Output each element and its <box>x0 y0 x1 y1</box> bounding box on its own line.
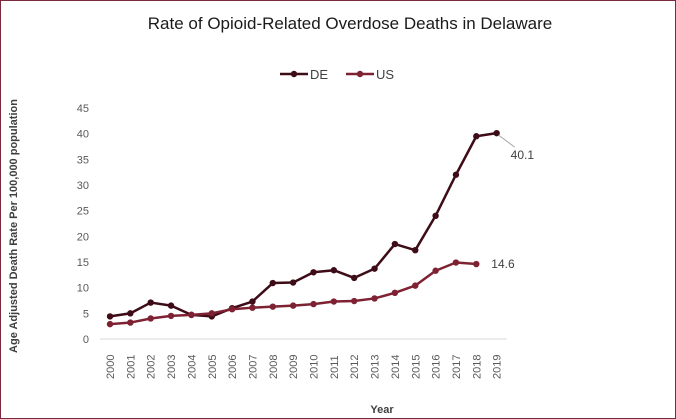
data-point-de <box>473 133 480 140</box>
x-tick-label: 2011 <box>329 355 341 379</box>
data-point-us <box>330 298 338 305</box>
x-tick-label: 2016 <box>431 355 443 379</box>
x-tick-label: 2019 <box>492 355 504 379</box>
data-point-de <box>249 298 256 305</box>
data-point-us <box>208 310 215 317</box>
x-tick-label: 2008 <box>268 355 280 379</box>
y-axis-label: Age Adjusted Death Rate Per 100,000 popu… <box>8 99 20 353</box>
data-point-de <box>167 302 175 309</box>
series-line-de <box>109 131 497 318</box>
x-tick-label: 2018 <box>471 355 483 379</box>
x-axis-label: Year <box>370 404 394 416</box>
data-point-us <box>432 267 439 274</box>
legend-marker-de <box>290 70 298 78</box>
end-label-us: 14.6 <box>491 257 515 271</box>
y-axis-ticks: 0 5 10 15 20 25 30 35 40 45 <box>77 103 89 346</box>
y-tick-label: 40 <box>77 129 89 141</box>
data-point-us <box>412 282 419 289</box>
x-tick-label: 2014 <box>390 355 402 379</box>
y-tick-label: 10 <box>77 283 89 295</box>
data-point-de <box>127 310 134 317</box>
data-point-de <box>269 279 276 287</box>
data-point-us <box>127 319 134 326</box>
data-point-us <box>228 306 236 313</box>
data-point-de <box>432 212 439 219</box>
data-point-de <box>452 171 460 178</box>
legend-label-us: US <box>376 67 394 82</box>
end-label-de: 40.1 <box>511 148 535 162</box>
data-point-de <box>147 299 154 306</box>
chart-title: Rate of Opioid-Related Overdose Deaths i… <box>148 14 552 33</box>
series-line-us <box>109 261 477 326</box>
data-point-us <box>473 260 480 268</box>
y-tick-label: 5 <box>83 308 89 320</box>
data-point-de <box>351 274 358 282</box>
series-group <box>106 129 500 328</box>
x-tick-label: 2009 <box>288 355 300 379</box>
x-tick-label: 2006 <box>227 355 239 379</box>
x-tick-label: 2012 <box>349 355 361 379</box>
data-point-de <box>391 240 399 248</box>
data-point-de <box>412 246 419 254</box>
end-labels: 40.1 14.6 <box>491 134 535 271</box>
data-point-us <box>106 320 114 328</box>
x-tick-label: 2013 <box>370 355 382 379</box>
data-point-us <box>188 311 195 319</box>
y-tick-label: 45 <box>77 103 89 115</box>
y-tick-label: 15 <box>77 257 89 269</box>
x-tick-label: 2005 <box>207 355 219 379</box>
x-tick-label: 2000 <box>105 355 117 379</box>
x-tick-label: 2004 <box>186 355 198 379</box>
data-point-de <box>371 265 378 272</box>
data-point-us <box>249 304 256 311</box>
x-tick-label: 2015 <box>410 355 422 379</box>
data-point-us <box>310 300 317 308</box>
data-point-de <box>310 269 317 276</box>
data-point-de <box>493 129 500 137</box>
data-point-us <box>351 297 358 305</box>
x-tick-label: 2002 <box>146 355 158 379</box>
data-point-de <box>289 279 297 286</box>
y-tick-label: 30 <box>77 180 89 192</box>
legend: DE US <box>280 67 394 82</box>
y-tick-label: 35 <box>77 154 89 166</box>
y-tick-label: 25 <box>77 206 89 218</box>
legend-marker-us <box>356 70 364 78</box>
x-tick-label: 2010 <box>309 355 321 379</box>
data-point-us <box>371 295 378 302</box>
x-axis-ticks: 2000 2001 2002 2003 2004 2005 2006 2007 2008 2009… <box>105 355 504 379</box>
x-tick-label: 2001 <box>125 355 137 379</box>
data-point-us <box>289 302 297 309</box>
y-tick-label: 20 <box>77 231 89 243</box>
data-point-de <box>106 313 114 320</box>
x-tick-label: 2003 <box>166 355 178 379</box>
data-point-de <box>330 267 338 274</box>
legend-label-de: DE <box>310 67 328 82</box>
x-tick-label: 2007 <box>247 355 259 379</box>
x-tick-label: 2017 <box>451 355 463 379</box>
data-point-us <box>269 303 276 310</box>
data-point-us <box>167 312 175 320</box>
end-label-leader <box>498 134 515 148</box>
data-point-us <box>452 259 460 266</box>
data-point-us <box>391 289 399 296</box>
data-point-us <box>147 315 154 322</box>
y-tick-label: 0 <box>83 334 89 346</box>
